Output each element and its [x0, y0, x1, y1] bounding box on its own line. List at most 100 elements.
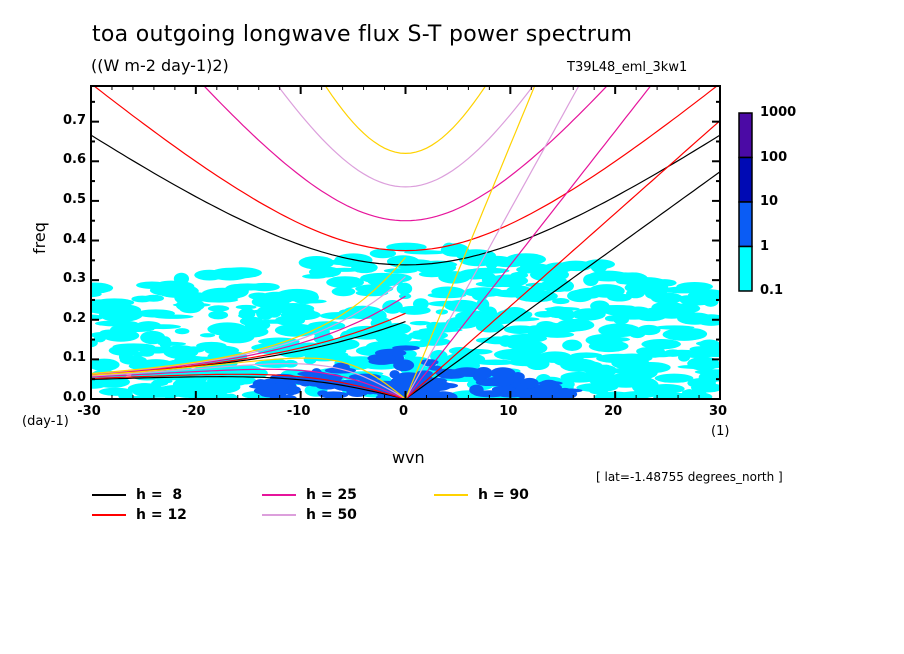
y-axis-unit: (day-1): [22, 414, 69, 429]
contour-level-1: [484, 312, 517, 325]
contour-level-1: [409, 320, 431, 326]
contour-level-1: [238, 308, 256, 320]
contour-level-1: [475, 337, 495, 343]
contour-level-1: [543, 276, 567, 285]
legend-item: h = 50: [262, 507, 357, 523]
contour-level-1: [475, 280, 513, 288]
contour-level-1: [139, 393, 180, 398]
contour-level-1: [136, 309, 175, 318]
legend-label: h = 50: [306, 507, 357, 523]
contour-level-1: [585, 293, 599, 299]
contour-level-1: [172, 378, 205, 391]
contour-level-1: [419, 337, 451, 346]
curve-kelvin-h8: [405, 171, 720, 399]
dispersion-curves: [91, 86, 720, 399]
contour-level-1: [142, 361, 181, 366]
contour-level-1: [140, 330, 166, 345]
contour-level-2: [367, 353, 396, 363]
curve-er1-h90: [91, 357, 406, 399]
contour-level-1: [426, 321, 443, 332]
contour-level-1: [172, 302, 211, 307]
contour-level-2: [545, 394, 557, 399]
contour-level-1: [94, 298, 135, 307]
contour-level-1: [687, 356, 720, 371]
contour-level-1: [403, 250, 447, 255]
contour-level-2: [317, 390, 329, 397]
contour-level-1: [552, 298, 570, 305]
contour-level-1: [351, 261, 378, 274]
contour-level-1: [131, 295, 154, 303]
x-axis-unit: (1): [711, 424, 730, 439]
contour-level-1: [329, 259, 353, 266]
curve-er1-h12: [91, 373, 406, 399]
colorbar-label: 1000: [760, 105, 797, 120]
curve-ig1-h50: [277, 86, 534, 188]
contour-level-1: [112, 343, 156, 350]
contour-level-1: [302, 273, 328, 279]
contour-level-1: [375, 332, 412, 344]
contour-level-1: [459, 348, 493, 355]
contour-level-1: [384, 322, 412, 335]
legend-swatch: [262, 494, 296, 496]
contour-level-1: [596, 306, 637, 312]
colorbar-segment: [738, 112, 753, 159]
contour-level-1: [173, 272, 190, 285]
contour-level-1: [683, 352, 714, 359]
legend-swatch: [262, 514, 296, 516]
colorbar: [738, 112, 753, 292]
contour-level-1: [127, 327, 149, 332]
contour-level-1: [412, 298, 429, 310]
contour-level-1: [375, 273, 412, 283]
curve-mrg-h90: [91, 256, 406, 375]
colorbar-label: 0.1: [760, 283, 784, 298]
contour-level-2: [416, 382, 444, 393]
y-tick-label: 0.5: [62, 191, 86, 207]
contour-level-1: [525, 264, 547, 270]
contour-level-1: [628, 328, 646, 339]
contour-level-1: [574, 287, 609, 298]
contour-level-1: [151, 380, 169, 387]
contour-level-1: [600, 364, 613, 375]
contour-level-1: [604, 315, 620, 322]
contour-level-1: [698, 371, 719, 385]
contour-level-1: [386, 242, 427, 252]
curve-ig1-h90: [324, 86, 487, 155]
contour-level-1: [369, 248, 397, 259]
y-tick-label: 0.2: [62, 310, 86, 326]
contour-level-1: [326, 276, 365, 289]
curve-kelvin-h50: [404, 86, 580, 399]
contour-level-1: [505, 285, 533, 298]
contour-level-2: [386, 385, 412, 392]
contour-level-1: [251, 296, 274, 308]
contour-level-2: [252, 379, 269, 390]
x-tick-label: 30: [708, 404, 728, 419]
contour-level-1: [695, 314, 720, 326]
contour-level-1: [396, 282, 413, 295]
curve-er1-h8: [91, 375, 406, 399]
contour-level-2: [520, 377, 539, 389]
contour-level-1: [445, 316, 480, 329]
contour-level-1: [235, 304, 257, 310]
contour-level-1: [583, 259, 615, 270]
contour-level-1: [91, 305, 124, 315]
legend-item: h = 12: [92, 507, 187, 523]
y-tick-label: 0.7: [62, 112, 86, 128]
contour-level-2: [393, 359, 415, 372]
contour-level-1: [615, 276, 631, 285]
legend-swatch: [92, 494, 126, 496]
contour-level-1: [654, 373, 694, 383]
contour-level-1: [559, 280, 574, 292]
contour-level-2: [423, 390, 440, 399]
contour-level-1: [118, 349, 133, 363]
contour-level-1: [209, 267, 250, 281]
contour-level-1: [694, 386, 708, 395]
contour-level-1: [257, 319, 291, 324]
y-tick-label: 0.3: [62, 271, 86, 287]
contour-level-1: [91, 338, 98, 348]
contour-level-1: [149, 284, 187, 296]
contour-level-1: [248, 282, 280, 292]
x-tick-label: -10: [286, 404, 311, 419]
contour-level-1: [91, 331, 118, 339]
contour-level-1: [676, 282, 713, 292]
